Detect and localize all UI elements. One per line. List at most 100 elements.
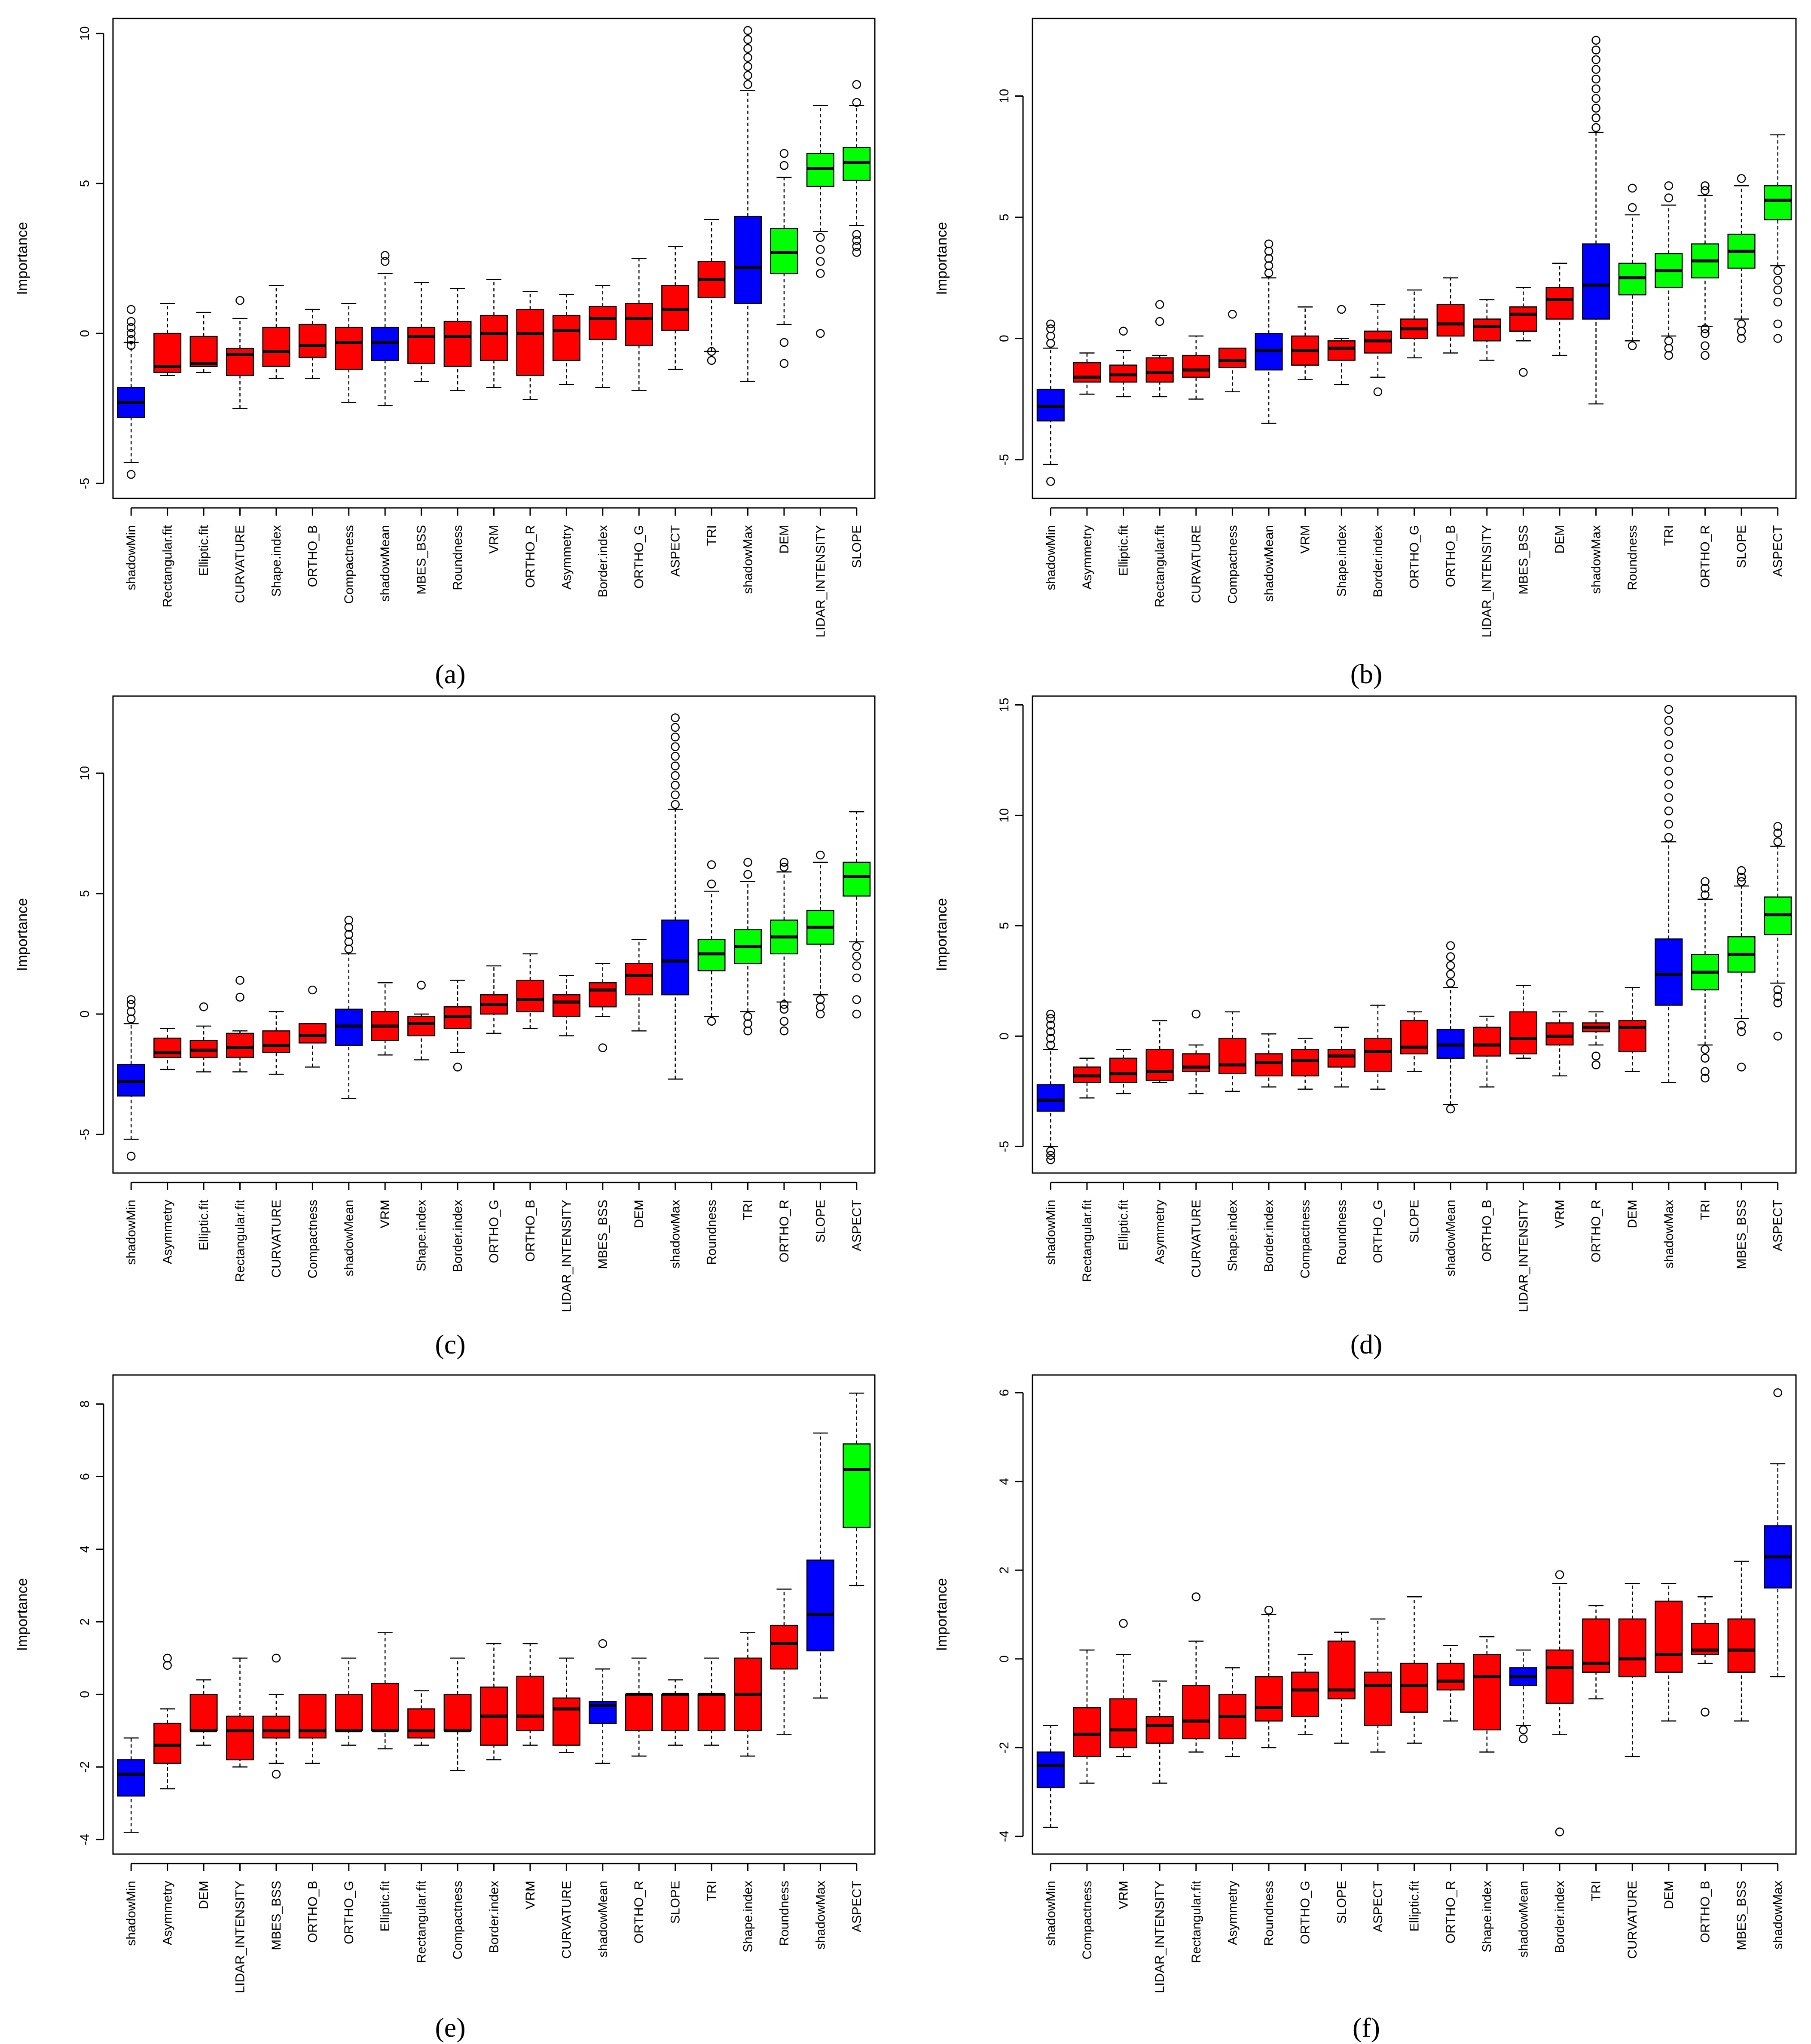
box-ORTHO_G <box>335 1694 363 1732</box>
x-tick-label: Roundness <box>451 525 465 590</box>
outlier-point <box>852 973 861 983</box>
outlier-point <box>779 1017 789 1026</box>
x-tick-label: ORTHO_G <box>1298 1881 1313 1944</box>
panel-label: (e) <box>435 2012 465 2043</box>
y-axis-label: Importance <box>934 222 950 295</box>
box-LIDAR_INTENSITY <box>226 1715 254 1760</box>
outlier-point <box>344 930 354 939</box>
x-tick-label: SLOPE <box>1408 1200 1422 1243</box>
box-Elliptic.fit <box>1400 1662 1429 1713</box>
box-VRM <box>516 1675 544 1732</box>
y-tick-label: 0 <box>78 1691 92 1698</box>
outlier-point <box>743 71 752 80</box>
outlier-point <box>380 251 390 260</box>
box-Border.index <box>589 306 617 340</box>
outlier-point <box>1773 1388 1782 1397</box>
outlier-point <box>1519 368 1528 377</box>
outlier-point <box>1046 1151 1055 1160</box>
x-tick-label: ORTHO_B <box>305 525 320 587</box>
x-tick-label: Border.index <box>451 1200 465 1272</box>
box-DEM <box>189 1694 218 1732</box>
box-CURVATURE <box>1618 1618 1646 1677</box>
outlier-point <box>743 44 752 53</box>
box-MBES_BSS <box>407 327 436 364</box>
outlier-point <box>1264 261 1274 270</box>
outlier-point <box>671 742 680 751</box>
x-tick-label: shadowMean <box>1262 525 1276 602</box>
outlier-point <box>417 981 426 990</box>
x-tick-label: shadowMin <box>1044 525 1058 590</box>
outlier-point <box>816 995 825 1004</box>
outlier-point <box>308 985 317 995</box>
outlier-point <box>1046 319 1055 329</box>
outlier-point <box>1555 1570 1564 1579</box>
outlier-point <box>126 1152 136 1161</box>
box-Shape.index <box>1218 1038 1246 1075</box>
outlier-point <box>1773 276 1782 285</box>
outlier-point <box>1446 941 1455 950</box>
outlier-point <box>1701 883 1710 893</box>
outlier-point <box>1446 961 1455 970</box>
x-tick-label: shadowMax <box>669 1200 683 1268</box>
outlier-point <box>1337 305 1346 314</box>
outlier-point <box>1737 873 1746 882</box>
outlier-point <box>126 1014 136 1024</box>
x-tick-label: ORTHO_G <box>632 525 646 589</box>
x-tick-label: ASPECT <box>669 525 683 577</box>
y-tick-label: 5 <box>78 890 92 897</box>
box-Compactness <box>1291 1048 1319 1077</box>
x-tick-label: Border.index <box>1371 525 1385 597</box>
panel-label: (c) <box>435 1329 465 1360</box>
y-tick-label: -2 <box>997 1742 1011 1754</box>
outlier-point <box>816 1009 825 1019</box>
y-tick-label: -2 <box>78 1761 92 1773</box>
outlier-point <box>743 858 752 867</box>
y-tick-label: -4 <box>78 1834 92 1845</box>
plot-frame <box>1032 1374 1797 1855</box>
outlier-point <box>1628 183 1637 193</box>
box-SLOPE <box>1400 1020 1429 1054</box>
y-tick-label: 5 <box>997 214 1011 221</box>
outlier-point <box>816 257 825 266</box>
box-shadowMin <box>1036 1751 1065 1788</box>
outlier-point <box>1591 1060 1600 1069</box>
outlier-point <box>1773 266 1782 275</box>
x-tick-label: DEM <box>1553 525 1567 554</box>
x-tick-label: LIDAR_INTENSITY <box>1516 1200 1530 1312</box>
plot-frame <box>1032 695 1797 1174</box>
box-Compactness <box>335 327 363 370</box>
outlier-point <box>743 1026 752 1036</box>
box-CURVATURE <box>226 348 254 376</box>
outlier-point <box>380 257 390 266</box>
outlier-point <box>1119 327 1128 336</box>
outlier-point <box>598 1639 608 1648</box>
outlier-point <box>1773 999 1782 1008</box>
x-tick-label: Compactness <box>1225 525 1240 604</box>
outlier-point <box>344 937 354 947</box>
outlier-point <box>1264 247 1274 256</box>
outlier-point <box>1737 1027 1746 1036</box>
outlier-point <box>1773 297 1782 307</box>
outlier-point <box>779 1000 789 1009</box>
box-ORTHO_B <box>298 324 327 358</box>
x-tick-label: Roundness <box>1262 1881 1276 1946</box>
outlier-point <box>779 1026 789 1036</box>
outlier-point <box>1591 123 1600 132</box>
outlier-point <box>1664 767 1674 776</box>
x-tick-label: Rectangular.fit <box>233 1199 247 1282</box>
y-tick-label: 0 <box>78 1011 92 1018</box>
x-tick-label: ORTHO_B <box>305 1881 320 1943</box>
outlier-point <box>1046 1009 1055 1019</box>
panel-label: (b) <box>1350 659 1383 689</box>
outlier-point <box>1155 317 1164 326</box>
outlier-point <box>1046 324 1055 333</box>
box-Shape.index <box>262 327 290 367</box>
outlier-point <box>1701 329 1710 338</box>
outlier-point <box>1773 828 1782 837</box>
outlier-point <box>1773 822 1782 831</box>
x-tick-label: DEM <box>197 1881 211 1910</box>
box-Compactness <box>1218 347 1246 368</box>
box-Rectangular.fit <box>1145 357 1174 383</box>
outlier-point <box>1191 1592 1201 1601</box>
outlier-point <box>1046 1027 1055 1036</box>
